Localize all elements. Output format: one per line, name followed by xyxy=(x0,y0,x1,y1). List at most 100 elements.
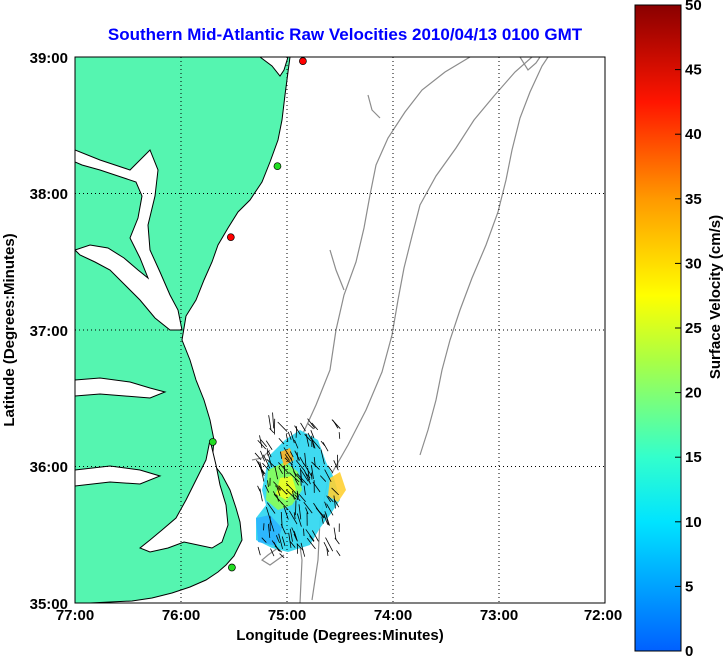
colorbar-tick-label: 15 xyxy=(685,449,702,466)
velocity-vector xyxy=(257,439,267,450)
velocity-vector xyxy=(294,439,299,449)
y-tick-label: 39:00 xyxy=(30,50,68,67)
velocity-vector xyxy=(300,469,309,482)
velocity-vector xyxy=(263,454,271,469)
velocity-vector xyxy=(310,465,314,479)
velocity-vector xyxy=(304,434,312,442)
velocity-vector xyxy=(278,462,290,474)
velocity-vector xyxy=(287,431,292,440)
velocity-vector xyxy=(267,523,271,538)
velocity-vector xyxy=(269,520,275,532)
velocity-vector xyxy=(290,462,297,478)
velocity-vector xyxy=(265,507,272,523)
velocity-vector xyxy=(265,440,273,450)
velocity-vector xyxy=(333,495,336,509)
velocity-vector xyxy=(257,546,261,556)
velocity-vector xyxy=(299,456,305,465)
velocity-vector xyxy=(331,419,341,429)
velocity-vector xyxy=(257,485,261,492)
velocity-vector xyxy=(288,472,300,483)
velocity-vector xyxy=(280,451,283,459)
velocity-vector xyxy=(315,507,326,519)
velocity-vector xyxy=(268,415,272,430)
station-marker xyxy=(208,438,217,446)
velocity-vector xyxy=(285,482,297,495)
velocity-vector xyxy=(300,422,306,432)
velocity-vector xyxy=(276,494,279,502)
graticule xyxy=(75,57,605,603)
colorbar-tick-label: 25 xyxy=(685,320,702,337)
x-axis: 77:00 76:00 75:00 74:00 73:00 72:00 Long… xyxy=(56,607,622,644)
velocity-vector xyxy=(311,530,319,542)
velocity-vector xyxy=(304,470,311,485)
velocity-vector xyxy=(313,457,316,467)
x-tick-label: 74:00 xyxy=(374,607,412,624)
velocity-vector xyxy=(303,462,313,477)
velocity-vector xyxy=(311,440,315,449)
y-tick-label: 38:00 xyxy=(30,186,68,203)
station-marker xyxy=(299,57,307,65)
velocity-vector xyxy=(333,498,340,508)
velocity-vector xyxy=(311,422,319,431)
velocity-vector xyxy=(288,510,298,525)
velocity-vector xyxy=(259,435,263,449)
velocity-vector xyxy=(294,478,299,486)
velocity-vector xyxy=(295,500,297,516)
velocity-vector xyxy=(275,535,280,544)
delaware-bay xyxy=(259,57,289,77)
velocity-vector xyxy=(296,473,309,486)
x-tick-label: 72:00 xyxy=(584,607,622,624)
colorbar-label: Surface Velocity (cm/s) xyxy=(707,215,724,379)
velocity-vector xyxy=(275,485,281,492)
velocity-vector xyxy=(325,537,334,552)
map-title: Southern Mid-Atlantic Raw Velocities 201… xyxy=(108,25,583,44)
velocity-vector xyxy=(295,426,298,438)
y-tick-label: 37:00 xyxy=(30,323,68,340)
velocity-vector xyxy=(277,421,288,432)
velocity-vector xyxy=(267,453,272,467)
velocity-vector xyxy=(283,505,289,520)
chesapeake-bay xyxy=(75,149,183,331)
velocity-vector xyxy=(306,537,316,550)
sound-water xyxy=(139,439,229,553)
velocity-vector xyxy=(284,457,293,466)
velocity-vector xyxy=(276,487,281,496)
velocity-vector xyxy=(331,487,339,496)
station-markers xyxy=(208,57,307,572)
velocity-vector xyxy=(280,502,289,511)
velocity-vector xyxy=(298,504,302,520)
velocity-vector xyxy=(326,547,329,557)
velocity-vector xyxy=(299,468,303,482)
velocity-vector xyxy=(326,495,332,503)
colorbar-tick-label: 50 xyxy=(685,0,702,14)
velocity-vector xyxy=(312,481,321,493)
velocity-vector xyxy=(323,513,329,525)
velocity-vector xyxy=(264,484,270,493)
velocity-vector xyxy=(270,548,275,557)
velocity-vector xyxy=(260,439,268,447)
velocity-vector xyxy=(321,516,324,524)
velocity-vector xyxy=(278,485,288,495)
velocity-vector xyxy=(327,496,334,503)
x-tick-label: 73:00 xyxy=(480,607,518,624)
velocity-vector xyxy=(305,529,315,542)
velocity-vector xyxy=(290,457,294,464)
velocity-vector xyxy=(259,488,263,502)
velocity-vector xyxy=(298,494,306,502)
velocity-vector xyxy=(260,450,266,462)
velocity-vector xyxy=(289,541,296,548)
velocity-field xyxy=(254,412,346,559)
y-tick-label: 35:00 xyxy=(30,596,68,613)
velocity-vector xyxy=(322,442,329,452)
velocity-vector xyxy=(258,463,263,473)
velocity-vector xyxy=(303,528,305,537)
velocity-vector xyxy=(278,437,285,445)
velocity-vector xyxy=(273,541,279,552)
velocity-vector xyxy=(278,467,283,475)
velocity-vector xyxy=(289,451,294,458)
y-axis: 39:00 38:00 37:00 36:00 35:00 Latitude (… xyxy=(1,50,68,613)
velocity-vector xyxy=(267,450,272,458)
velocity-vector xyxy=(309,535,315,542)
velocity-vector xyxy=(269,428,275,434)
